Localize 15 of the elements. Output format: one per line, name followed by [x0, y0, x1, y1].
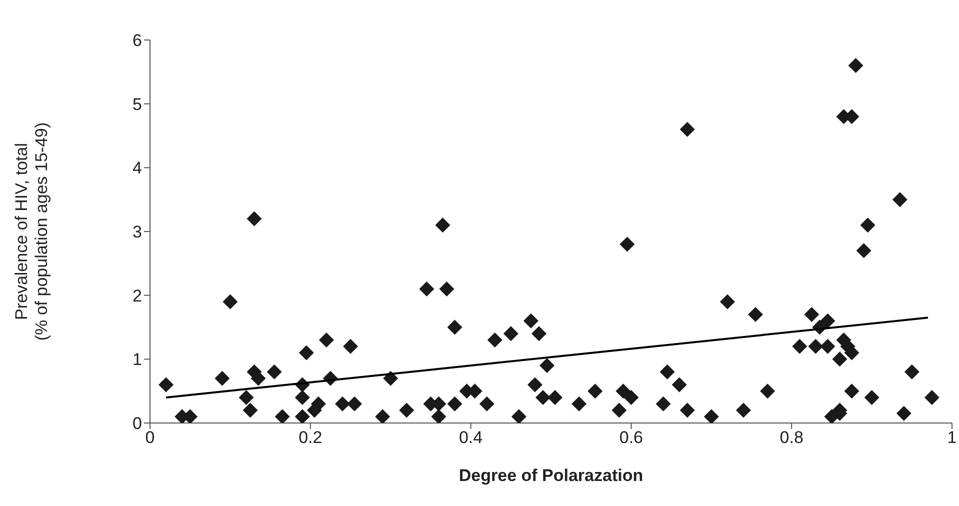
y-tick-label: 1 — [132, 350, 142, 370]
y-axis-title: Prevalence of HIV, total (% of population ages 15-49) — [12, 122, 51, 341]
x-axis-title: Degree of Polarazation — [458, 466, 644, 485]
x-tick-label: 0.4 — [458, 428, 483, 448]
y-tick-label: 2 — [132, 286, 142, 306]
y-tick-label: 6 — [132, 31, 142, 50]
x-tick-label: 0.6 — [619, 428, 644, 448]
y-tick-label: 5 — [132, 94, 142, 114]
y-tick-label: 4 — [132, 158, 142, 178]
x-tick-label: 0 — [145, 428, 155, 448]
x-tick-label: 1 — [947, 428, 957, 448]
x-tick-label: 0.2 — [298, 428, 322, 448]
x-tick-label: 0.8 — [780, 428, 804, 448]
y-tick-label: 3 — [132, 222, 142, 242]
y-tick-label: 0 — [132, 414, 142, 434]
